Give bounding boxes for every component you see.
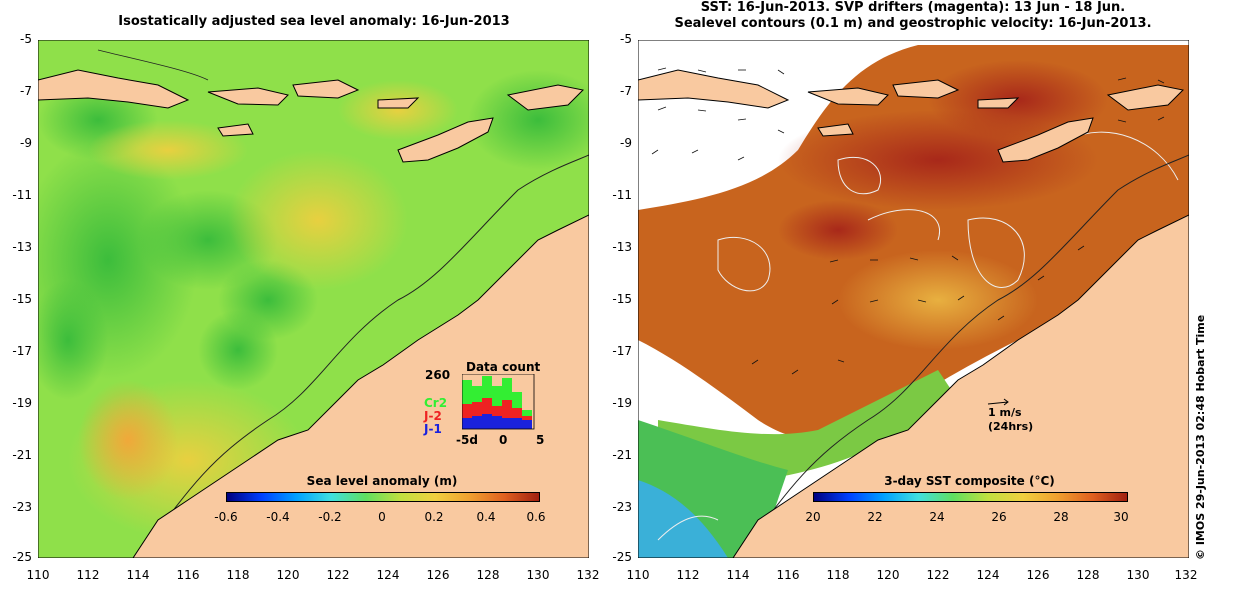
right-colorbar (813, 492, 1128, 502)
left-colorbar (226, 492, 540, 502)
y-tick: -9 (620, 136, 632, 150)
x-tick: 126 (1026, 568, 1050, 582)
colorbar-tick: 20 (805, 510, 821, 524)
velocity-scale-arrow (987, 398, 1009, 406)
x-tick: 120 (276, 568, 300, 582)
sumba-island (817, 123, 854, 137)
histogram-x-label: 0 (499, 433, 508, 447)
colorbar-tick: 0.4 (476, 510, 496, 524)
australia-land (732, 214, 1189, 558)
y-tick: -23 (612, 500, 632, 514)
histogram-bar (522, 410, 532, 429)
x-tick: 118 (826, 568, 850, 582)
x-tick: 124 (976, 568, 1000, 582)
data-count-title: Data count (466, 360, 541, 374)
sst-map (638, 40, 1189, 558)
y-tick: -13 (612, 240, 632, 254)
y-tick: -19 (612, 396, 632, 410)
colorbar-tick: 28 (1053, 510, 1069, 524)
y-tick: -9 (20, 136, 32, 150)
histogram-bar (472, 386, 482, 429)
colorbar-tick: 0 (378, 510, 386, 524)
mission-label-cr2: Cr2 (424, 396, 448, 410)
y-tick: -7 (620, 84, 632, 98)
left-colorbar-title: Sea level anomaly (m) (306, 474, 458, 488)
australia-land (132, 214, 589, 558)
right-panel-title-line2: Sealevel contours (0.1 m) and geostrophi… (674, 16, 1152, 31)
colorbar-tick: -0.2 (318, 510, 342, 524)
sea-level-anomaly-map (38, 40, 589, 558)
y-tick: -11 (612, 188, 632, 202)
x-tick: 116 (176, 568, 200, 582)
y-tick: -17 (12, 344, 32, 358)
x-tick: 122 (326, 568, 350, 582)
timor-island (397, 117, 494, 163)
x-tick: 110 (626, 568, 650, 582)
x-tick: 132 (1174, 568, 1198, 582)
imos-credit: © IMOS 29-Jun-2013 02:48 Hobart Time (1194, 314, 1207, 560)
nusa-tenggara-islands (807, 79, 1020, 109)
x-tick: 132 (576, 568, 600, 582)
y-tick: -25 (612, 550, 632, 564)
y-tick: -11 (12, 188, 32, 202)
y-tick: -19 (12, 396, 32, 410)
x-tick: 128 (1076, 568, 1100, 582)
x-tick: 118 (226, 568, 250, 582)
mission-label-j2: J-2 (424, 409, 442, 423)
colorbar-tick: 22 (867, 510, 883, 524)
histogram-bar (492, 386, 502, 429)
x-tick: 124 (376, 568, 400, 582)
velocity-arrows (651, 67, 1165, 375)
x-tick: 130 (526, 568, 550, 582)
velocity-scale-sublabel: (24hrs) (988, 420, 1034, 433)
histogram-bar (502, 378, 512, 429)
histogram-x-label: -5d (456, 433, 478, 447)
timor-island (997, 117, 1094, 163)
colorbar-tick: 26 (991, 510, 1007, 524)
x-tick: 116 (776, 568, 800, 582)
mission-label-j1: J-1 (424, 422, 442, 436)
x-tick: 130 (1126, 568, 1150, 582)
data-count-histogram (462, 374, 535, 430)
velocity-scale-label: 1 m/s (988, 406, 1022, 419)
y-tick: -5 (20, 32, 32, 46)
colorbar-tick: -0.6 (214, 510, 238, 524)
x-tick: 128 (476, 568, 500, 582)
y-tick: -21 (612, 448, 632, 462)
java-island (38, 69, 190, 109)
y-tick: -7 (20, 84, 32, 98)
data-count-max-label: 260 (425, 368, 451, 382)
right-panel-title-line1: SST: 16-Jun-2013. SVP drifters (magenta)… (700, 0, 1126, 15)
x-tick: 122 (926, 568, 950, 582)
colorbar-tick: 0.2 (424, 510, 444, 524)
x-tick: 112 (76, 568, 100, 582)
x-tick: 114 (726, 568, 750, 582)
y-tick: -17 (612, 344, 632, 358)
left-panel-title: Isostatically adjusted sea level anomaly… (118, 14, 510, 29)
right-colorbar-title: 3-day SST composite (°C) (884, 474, 1055, 488)
histogram-bar (462, 380, 472, 429)
x-tick: 112 (676, 568, 700, 582)
y-tick: -13 (12, 240, 32, 254)
sumba-island (217, 123, 254, 137)
y-tick: -21 (12, 448, 32, 462)
y-tick: -15 (612, 292, 632, 306)
colorbar-tick: 24 (929, 510, 945, 524)
colorbar-tick: 30 (1113, 510, 1129, 524)
x-tick: 120 (876, 568, 900, 582)
y-tick: -15 (12, 292, 32, 306)
x-tick: 114 (126, 568, 150, 582)
java-island (638, 69, 790, 109)
histogram-bar (512, 392, 522, 429)
y-tick: -23 (12, 500, 32, 514)
colorbar-tick: -0.4 (266, 510, 290, 524)
histogram-bar (482, 376, 492, 429)
colorbar-tick: 0.6 (526, 510, 546, 524)
histogram-x-label: 5 (536, 433, 545, 447)
x-tick: 110 (26, 568, 50, 582)
nusa-tenggara-islands (207, 79, 420, 109)
y-tick: -25 (12, 550, 32, 564)
y-tick: -5 (620, 32, 632, 46)
x-tick: 126 (426, 568, 450, 582)
